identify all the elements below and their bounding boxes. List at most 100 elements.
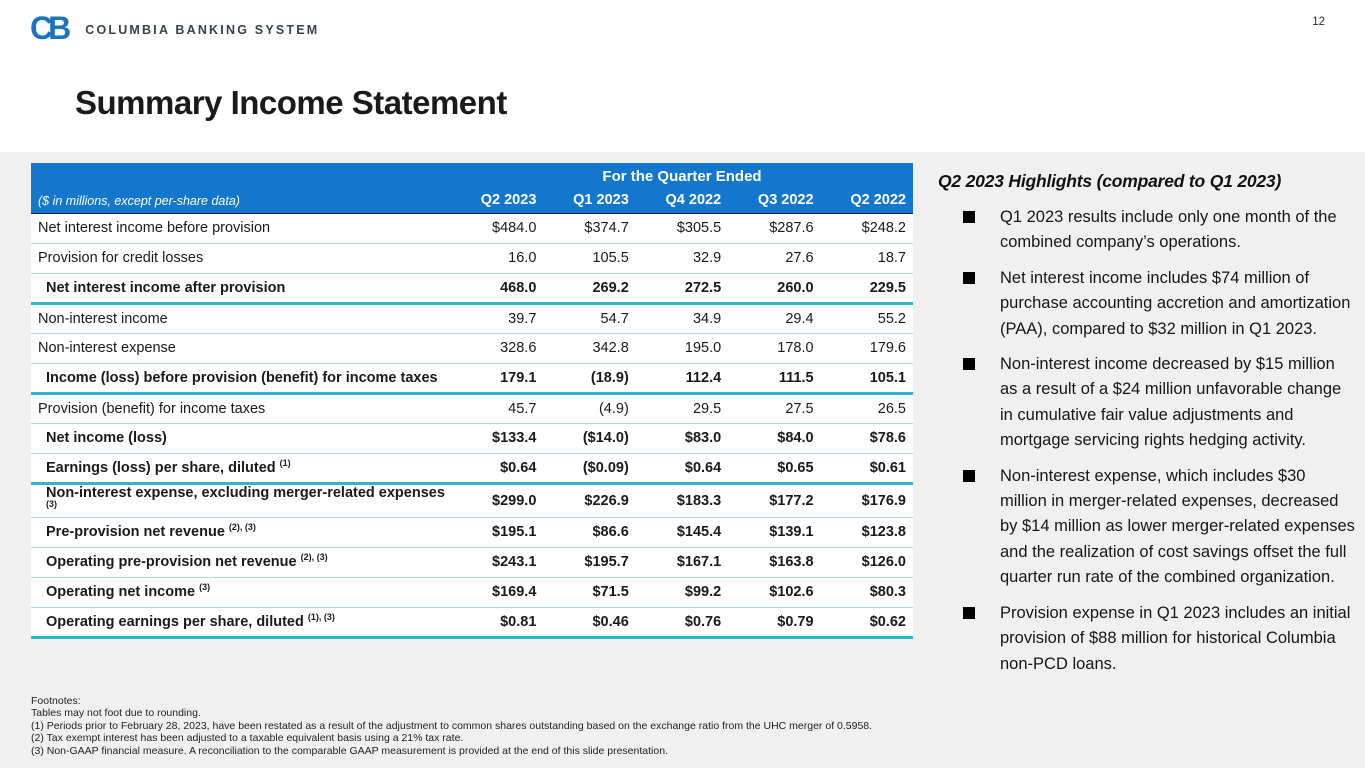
row-label: Non-interest expense <box>31 333 451 363</box>
cell-value: (4.9) <box>543 393 636 423</box>
table-row: Pre-provision net revenue (2), (3) $195.1… <box>31 517 913 547</box>
income-statement-table: For the Quarter Ended ($ in millions, ex… <box>31 163 913 639</box>
cell-value: $299.0 <box>451 483 544 517</box>
page-number: 12 <box>1312 16 1325 28</box>
cell-value: 178.0 <box>728 333 821 363</box>
column-header: Q1 2023 <box>573 191 629 208</box>
cell-value: 229.5 <box>820 273 913 303</box>
highlights-title: Q2 2023 Highlights (compared to Q1 2023) <box>938 171 1282 191</box>
footnote-line: (2) Tax exempt interest has been adjuste… <box>31 732 464 745</box>
square-bullet-icon <box>963 469 975 482</box>
cell-value: $78.6 <box>820 423 913 453</box>
table-row: Earnings (loss) per share, diluted (1) $0… <box>31 453 913 483</box>
cell-value: $0.79 <box>728 607 821 637</box>
cell-value: 16.0 <box>451 243 544 273</box>
cell-value: $169.4 <box>451 577 544 607</box>
row-label: Non-interest expense, excluding merger-r… <box>31 483 451 517</box>
bullet-text: Net interest income includes $74 million… <box>1000 268 1351 338</box>
footnote-reference: (1) <box>279 457 291 468</box>
cell-value: 111.5 <box>728 363 821 393</box>
footnote-reference: (2), (3) <box>300 552 328 563</box>
cell-value: 260.0 <box>728 273 821 303</box>
row-label: Operating net income (3) <box>31 577 451 607</box>
square-bullet-icon <box>963 271 975 284</box>
cell-value: $0.62 <box>820 607 913 637</box>
table-row: Provision for credit losses 16.0 105.5 32.9… <box>31 243 913 273</box>
row-label: Net income (loss) <box>31 423 451 453</box>
cell-value: $305.5 <box>635 213 729 243</box>
row-label: Non-interest income <box>31 303 451 333</box>
cell-value: 195.0 <box>635 333 729 363</box>
footnote-reference: (3) <box>46 498 57 509</box>
row-label: Operating earnings per share, diluted (1… <box>31 607 451 637</box>
table-column-header-row: ($ in millions, except per-share data) Q… <box>31 186 913 213</box>
footnote-reference: (2), (3) <box>228 522 256 533</box>
cell-value: $145.4 <box>635 517 729 547</box>
cell-value: 112.4 <box>635 363 729 393</box>
footnote-line: Footnotes: <box>31 695 81 707</box>
cell-value: 29.5 <box>635 393 729 423</box>
cell-value: 179.6 <box>820 333 913 363</box>
cell-value: 27.6 <box>728 243 821 273</box>
cell-value: $163.8 <box>728 547 821 577</box>
cell-value: 32.9 <box>635 243 729 273</box>
cell-value: 328.6 <box>451 333 544 363</box>
table-row: Operating earnings per share, diluted (1… <box>31 607 913 637</box>
table-row: Non-interest income 39.7 54.7 34.9 29.4 55.2 <box>31 303 913 333</box>
cell-value: $123.8 <box>820 517 913 547</box>
cell-value: $195.7 <box>543 547 636 577</box>
cell-value: $183.3 <box>635 483 729 517</box>
footnote-reference: (1), (3) <box>307 611 335 622</box>
logo-company-name: COLUMBIA BANKING SYSTEM <box>85 23 320 37</box>
row-label: Net interest income after provision <box>31 273 451 303</box>
cell-value: $226.9 <box>543 483 636 517</box>
cell-value: $84.0 <box>728 423 821 453</box>
cell-value: $102.6 <box>728 577 821 607</box>
table-span-header-row: For the Quarter Ended <box>31 163 913 186</box>
cell-value: $484.0 <box>451 213 544 243</box>
cell-value: $126.0 <box>820 547 913 577</box>
footnote-reference: (3) <box>199 582 211 593</box>
empty-header-cell <box>31 163 451 186</box>
cell-value: 39.7 <box>451 303 544 333</box>
table-row: Net interest income before provision $484… <box>31 213 913 243</box>
table-row: Provision (benefit) for income taxes 45.7… <box>31 393 913 423</box>
cb-monogram-icon: CB <box>30 10 71 46</box>
table-row: Income (loss) before provision (benefit)… <box>31 363 913 393</box>
cell-value: 342.8 <box>543 333 636 363</box>
row-label: Income (loss) before provision (benefit)… <box>31 363 451 393</box>
cell-value: 269.2 <box>543 273 636 303</box>
cell-value: $133.4 <box>451 423 544 453</box>
cell-value: $0.61 <box>820 453 913 483</box>
row-label: Earnings (loss) per share, diluted (1) <box>31 453 451 483</box>
cell-value: 179.1 <box>451 363 544 393</box>
footnote-line: (1) Periods prior to February 28, 2023, … <box>31 719 873 732</box>
cell-value: $177.2 <box>728 483 821 517</box>
column-header: Q4 2022 <box>665 191 722 208</box>
cell-value: 272.5 <box>635 273 729 303</box>
column-header: Q2 2022 <box>850 191 906 208</box>
cell-value: $0.64 <box>451 453 544 483</box>
highlights-bullet-list: Q1 2023 results include only one month o… <box>938 205 1356 677</box>
bullet-text: Non-interest income decreased by $15 mil… <box>1000 355 1342 450</box>
income-table-body: Net interest income before provision $484… <box>31 213 913 637</box>
columbia-banking-logo: CB COLUMBIA BANKING SYSTEM <box>30 12 319 44</box>
square-bullet-icon <box>963 358 975 371</box>
highlight-bullet: Non-interest expense, which includes $30… <box>938 464 1356 591</box>
cell-value: 55.2 <box>820 303 913 333</box>
table-row: Non-interest expense 328.6 342.8 195.0 178.0… <box>31 333 913 363</box>
cell-value: ($0.09) <box>543 453 636 483</box>
footnote-line: Tables may not foot due to rounding. <box>31 707 201 720</box>
table-row: Net income (loss) $133.4 ($14.0) $83.0 $84.0… <box>31 423 913 453</box>
row-label: Provision (benefit) for income taxes <box>31 393 451 423</box>
bullet-text: Q1 2023 results include only one month o… <box>1000 208 1337 252</box>
row-label: Net interest income before provision <box>31 213 451 243</box>
cell-value: $248.2 <box>820 213 913 243</box>
cell-value: 18.7 <box>820 243 913 273</box>
highlights-panel: Q2 2023 Highlights (compared to Q1 2023)… <box>938 171 1356 687</box>
column-header: Q2 2023 <box>480 191 537 208</box>
cell-value: $0.64 <box>635 453 729 483</box>
content-band: For the Quarter Ended ($ in millions, ex… <box>0 152 1365 768</box>
cell-value: $287.6 <box>728 213 821 243</box>
